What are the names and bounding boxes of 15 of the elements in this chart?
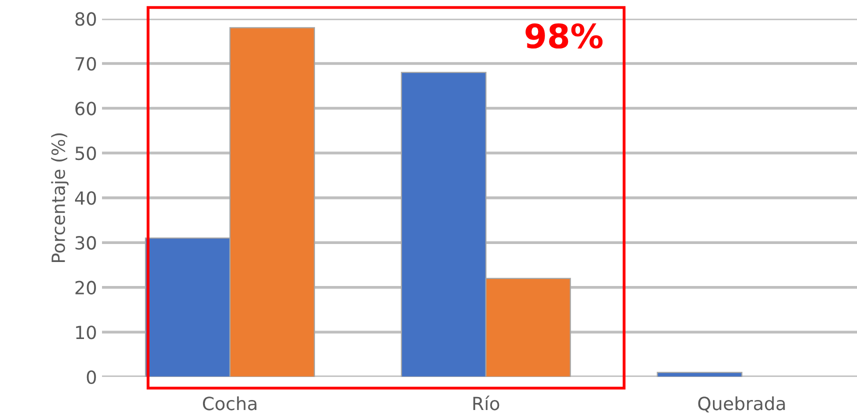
y-axis-title: Porcentaje (%) <box>51 133 69 262</box>
y-tick-label: 10 <box>76 326 96 340</box>
x-tick-label: Cocha <box>202 396 256 410</box>
y-tick-label: 30 <box>76 236 96 250</box>
annotation: 98% <box>526 23 603 49</box>
x-tick-label: Río <box>473 396 500 410</box>
y-tick-label: 80 <box>75 12 96 26</box>
bar <box>656 372 742 377</box>
y-tick-label: 50 <box>76 146 96 160</box>
y-tick-label: 20 <box>75 280 96 294</box>
y-tick-label: 0 <box>86 370 96 384</box>
y-tick-label: 60 <box>75 102 96 116</box>
y-tick-label: 40 <box>75 191 96 205</box>
x-tick-label: Quebrada <box>698 396 785 412</box>
y-tick-label: 70 <box>76 56 96 71</box>
